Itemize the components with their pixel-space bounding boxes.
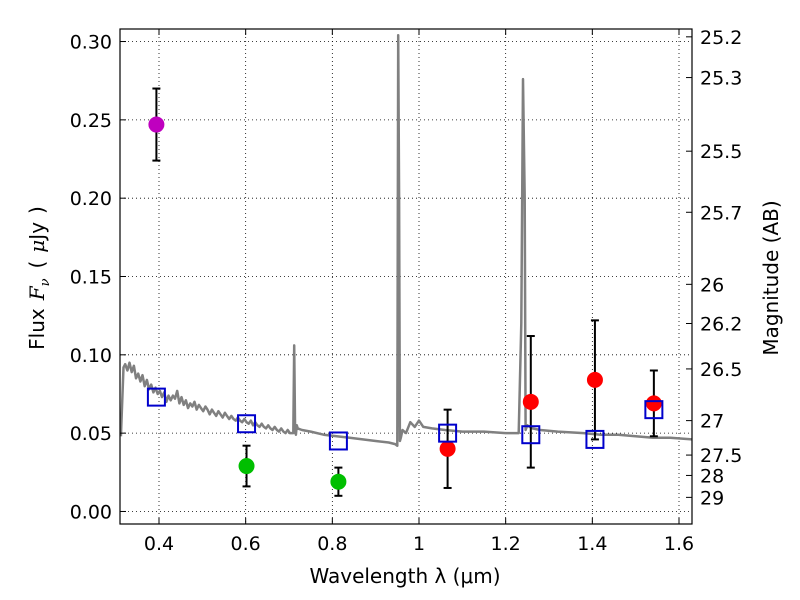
y-tick-label: 0.10 <box>70 345 112 367</box>
photometry-point <box>586 371 603 388</box>
x-tick-label: 1.2 <box>491 533 521 555</box>
magnitude-tick-label: 26.2 <box>700 313 742 335</box>
model-bandpass-square <box>521 425 541 445</box>
magnitude-tick-label: 25.5 <box>700 141 742 163</box>
axis-ticks <box>120 29 692 524</box>
y-label-flux: Flux <box>25 308 49 350</box>
photometry-points <box>148 116 662 490</box>
magnitude-tick-label: 27.5 <box>700 445 742 467</box>
y-label-f-symbol: F <box>25 285 49 301</box>
y-tick-label: 0.05 <box>70 423 112 445</box>
magnitude-tick-label: 29 <box>700 487 724 509</box>
x-tick-label: 0.8 <box>317 533 347 555</box>
photometry-point <box>645 395 662 412</box>
magnitude-tick-label: 25.3 <box>700 68 742 90</box>
magnitude-tick-label: 27 <box>700 411 724 433</box>
y-tick-label: 0.15 <box>70 267 112 289</box>
x-tick-label: 1.6 <box>664 533 694 555</box>
y-axis-label: Flux Fν ( μJy) <box>25 206 53 350</box>
magnitude-tick-label: 25.2 <box>700 27 742 49</box>
magnitude-tick-label: 26.5 <box>700 359 742 381</box>
photometry-point <box>330 473 347 490</box>
model-bandpass-square <box>237 414 257 434</box>
magnitude-axis-label: Magnitude (AB) <box>759 200 783 355</box>
photometry-point <box>148 116 165 133</box>
y-tick-label: 0.25 <box>70 110 112 132</box>
y-label-unit: Jy <box>25 222 49 242</box>
model-bandpass-squares <box>146 387 664 451</box>
model-spectrum-series <box>119 34 693 447</box>
model-bandpass-square <box>328 431 348 451</box>
x-tick-label: 1.4 <box>577 533 607 555</box>
y-label-nu-subscript: ν <box>38 278 53 286</box>
model-bandpass-square <box>585 429 605 449</box>
y-label-open-paren: ( <box>25 261 49 269</box>
y-tick-label: 0.30 <box>70 32 112 54</box>
model-bandpass-square <box>644 400 664 420</box>
y-label-close-paren: ) <box>25 206 49 214</box>
model-bandpass-square <box>146 387 166 407</box>
y-tick-label: 0.20 <box>70 188 112 210</box>
magnitude-tick-label: 25.7 <box>700 202 742 224</box>
y-tick-label: 0.00 <box>70 501 112 523</box>
x-tick-labels: 0.4 0.6 0.8 1 1.2 1.4 1.6 <box>144 533 694 555</box>
model-bandpass-square <box>438 423 458 443</box>
y-label-mu-symbol: μ <box>25 240 49 253</box>
magnitude-tick-label: 28 <box>700 465 724 487</box>
photometry-point <box>439 440 456 457</box>
x-tick-label: 0.6 <box>231 533 261 555</box>
y-tick-labels: 0.00 0.05 0.10 0.15 0.20 0.25 0.30 <box>70 32 112 524</box>
x-axis-label: Wavelength λ (μm) <box>309 564 500 588</box>
magnitude-tick-label: 26 <box>700 274 724 296</box>
model-spectrum-line <box>119 34 693 447</box>
x-tick-label: 1 <box>413 533 425 555</box>
x-tick-label: 0.4 <box>144 533 174 555</box>
photometry-point <box>522 393 539 410</box>
photometry-point <box>238 458 255 475</box>
